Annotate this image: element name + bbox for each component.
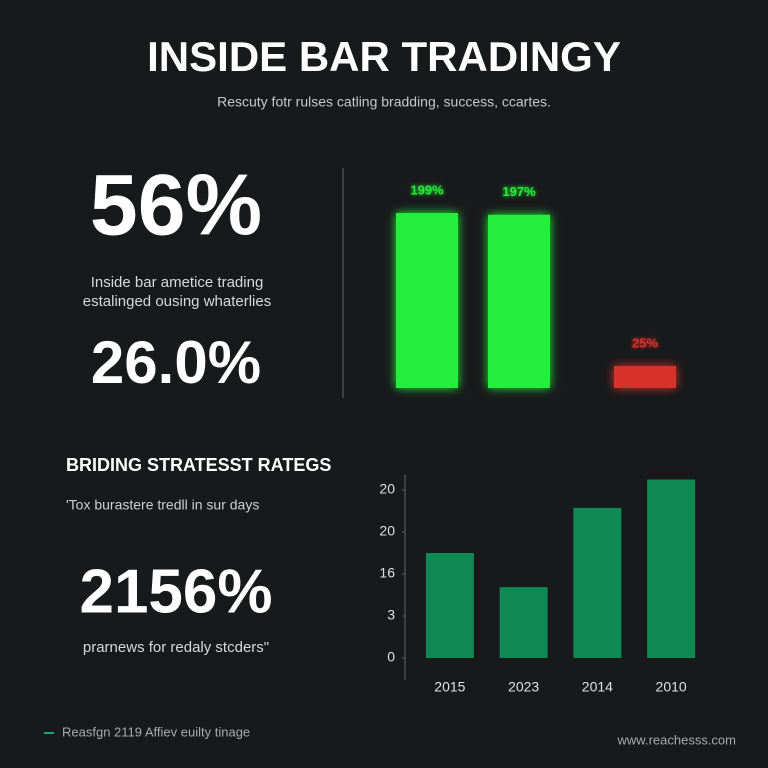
bar <box>396 213 458 388</box>
footer-note: Reasfgn 2119 Affiev euilty tinage <box>62 724 250 739</box>
value-label: 199% <box>410 182 444 197</box>
stat-bottom: 2156% <box>79 557 272 626</box>
x-tick-label: 2023 <box>508 679 539 695</box>
stat-caption: Inside bar ametice trading <box>91 274 264 291</box>
y-tick-label: 20 <box>379 523 395 539</box>
x-tick-label: 2014 <box>582 679 613 695</box>
stat-top: 56% <box>90 158 262 254</box>
bar <box>573 507 622 658</box>
x-tick-label: 2015 <box>434 679 465 695</box>
section-caption: 'Tox burastere tredll in sur days <box>66 497 259 513</box>
value-label: 25% <box>632 335 658 350</box>
bar <box>425 553 474 658</box>
y-tick-label: 20 <box>379 481 395 497</box>
section-title: BRIDING STRATESST RATEGS <box>66 455 331 475</box>
y-tick-label: 3 <box>387 607 395 623</box>
x-tick-label: 2010 <box>656 679 687 695</box>
subtitle: Rescuty fotr rulses catling bradding, su… <box>217 94 551 110</box>
footer-url: www.reachesss.com <box>617 732 736 747</box>
stat-middle: 26.0% <box>91 329 261 396</box>
stat-caption: estalinged ousing whaterlies <box>83 293 271 310</box>
y-tick-label: 0 <box>387 649 395 665</box>
bar <box>647 479 696 658</box>
bar <box>499 587 548 658</box>
value-label: 197% <box>502 184 536 199</box>
bar <box>488 214 550 388</box>
bar <box>614 366 676 388</box>
stat-caption: prarnews for redaly stcders" <box>83 639 269 656</box>
y-tick-label: 16 <box>379 565 395 581</box>
title: INSIDE BAR TRADINGY <box>147 33 621 80</box>
